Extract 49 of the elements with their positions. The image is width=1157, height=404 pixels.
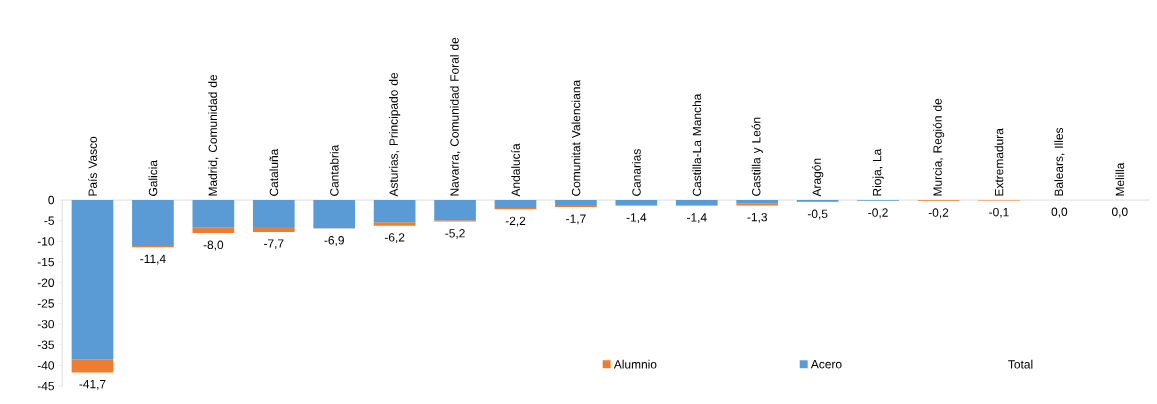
y-tick-label: -40 (37, 361, 55, 370)
x-tick-label: Comunitat Valenciana (571, 79, 581, 196)
x-tick-label: Castilla-La Mancha (692, 93, 702, 196)
total-label: -0,5 (807, 209, 828, 220)
y-tick-label: -5 (44, 216, 54, 225)
y-tick-label: -20 (37, 278, 55, 287)
x-tick-label: Navarra, Comunidad Foral de (449, 37, 461, 196)
y-tick-label: 0 (48, 195, 55, 205)
total-label: -2,2 (505, 216, 526, 227)
total-label: -11,4 (140, 254, 166, 265)
y-tick-label: -45 (37, 381, 54, 391)
total-label: -6,9 (324, 236, 344, 246)
legend-label: Acero (810, 360, 842, 369)
y-tick-label: -35 (37, 340, 54, 349)
y-tick-label: -10 (37, 237, 55, 246)
total-label: -7,7 (264, 239, 284, 250)
x-tick-label: Cataluña (269, 148, 279, 196)
x-tick-label: Asturias, Principado de (389, 72, 401, 197)
total-label: -5,2 (445, 229, 465, 239)
x-tick-label: Galicia (148, 160, 158, 196)
x-tick-label: Balears, Illes (1054, 127, 1065, 196)
x-tick-label: País Vasco (88, 136, 97, 196)
total-label: -1,3 (747, 212, 767, 223)
total-label: -0,2 (868, 208, 888, 219)
annotation: Total (1008, 359, 1033, 369)
x-tick-label: Murcia, Región de (932, 98, 945, 196)
x-tick-label: Aragón (812, 158, 824, 197)
y-tick-label: -30 (37, 319, 55, 329)
x-tick-label: Andalucía (511, 143, 520, 197)
total-label: 0,0 (1111, 207, 1128, 218)
total-label: -1,4 (687, 213, 707, 224)
x-tick-label: Cantabria (329, 144, 339, 196)
x-tick-label: Canarias (631, 149, 641, 196)
x-tick-label: Rioja, La (872, 148, 884, 196)
x-tick-label: Castilla y León (751, 117, 763, 196)
total-label: -8,0 (203, 240, 224, 251)
total-label: -6,2 (384, 233, 405, 244)
x-tick-label: Madrid, Comunidad de (208, 74, 219, 196)
x-tick-label: Extremadura (994, 128, 1004, 196)
total-label: -1,7 (566, 214, 586, 225)
x-tick-label: Melilla (1115, 162, 1125, 196)
legend-label: Alumnio (613, 359, 657, 369)
total-label: -41,7 (79, 379, 106, 390)
total-label: 0,0 (1051, 207, 1068, 218)
y-tick-label: -15 (37, 257, 54, 267)
total-label: -1,4 (626, 213, 647, 224)
total-label: -0,2 (928, 208, 949, 219)
total-label: -0,1 (989, 207, 1009, 218)
y-tick-label: -25 (37, 299, 54, 308)
